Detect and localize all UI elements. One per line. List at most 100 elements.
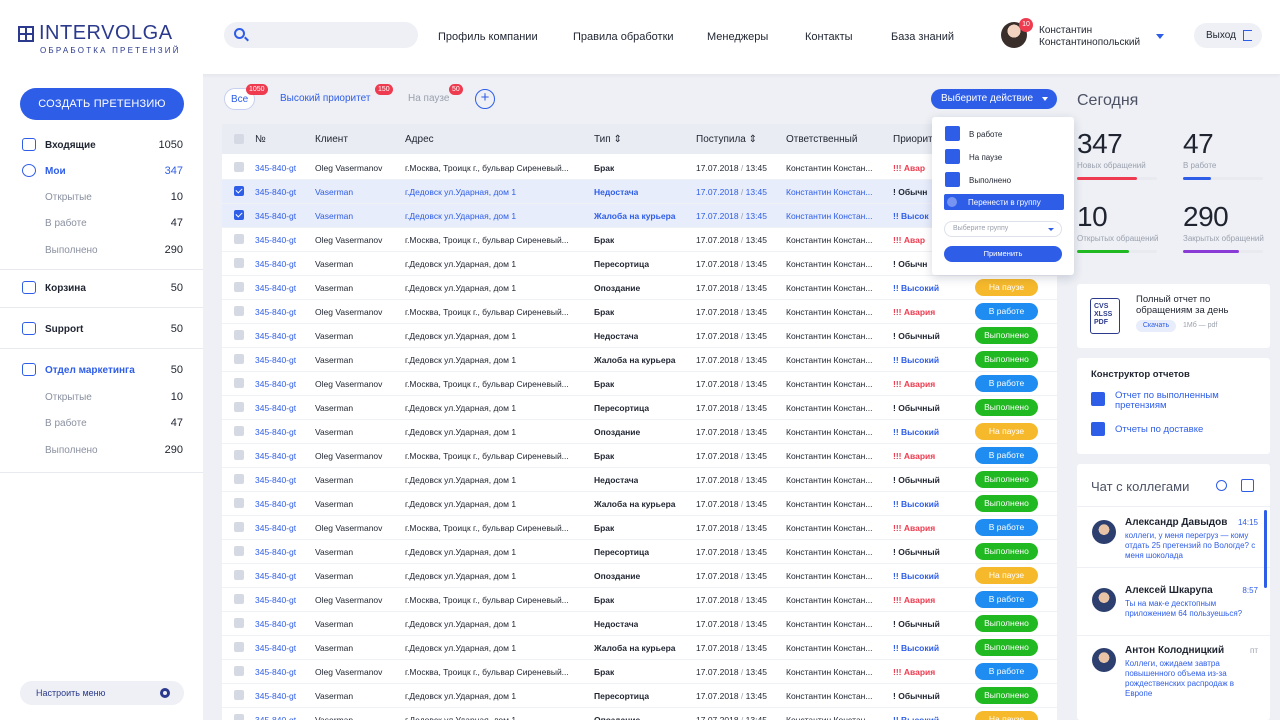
claim-number[interactable]: 345-840-gt [255, 355, 297, 365]
claim-number[interactable]: 345-840-gt [255, 235, 297, 245]
claim-number[interactable]: 345-840-gt [255, 331, 297, 341]
row-checkbox[interactable] [234, 210, 244, 220]
row-checkbox[interactable] [234, 234, 244, 244]
add-filter-button[interactable]: + [475, 89, 495, 109]
sidebar-item-inbox[interactable]: Входящие 1050 [0, 136, 203, 156]
status-badge[interactable]: В работе [975, 303, 1038, 320]
customize-menu-button[interactable]: Настроить меню [20, 681, 184, 705]
col-type[interactable]: Тип ⇕ [594, 134, 622, 145]
table-row[interactable]: 345-840-gt Vaserman г.Дедовск ул.Ударная, … [222, 492, 1057, 516]
col-number[interactable]: № [255, 134, 266, 145]
table-row[interactable]: 345-840-gt Vaserman г.Дедовск ул.Ударная, … [222, 348, 1057, 372]
sidebar-item-mine-done[interactable]: Выполнено 290 [45, 244, 183, 256]
nav-knowledge-base[interactable]: База знаний [891, 31, 955, 43]
status-badge[interactable]: Выполнено [975, 543, 1038, 560]
table-row[interactable]: 345-840-gt Vaserman г.Дедовск ул.Ударная, … [222, 204, 1057, 228]
constructor-item-done-report[interactable]: Отчет по выполненным претензиям [1091, 391, 1269, 413]
nav-company-profile[interactable]: Профиль компании [438, 31, 538, 43]
status-badge[interactable]: На паузе [975, 567, 1038, 584]
table-row[interactable]: 345-840-gt Vaserman г.Дедовск ул.Ударная, … [222, 708, 1057, 720]
row-checkbox[interactable] [234, 666, 244, 676]
table-row[interactable]: 345-840-gt Vaserman г.Дедовск ул.Ударная, … [222, 396, 1057, 420]
claim-number[interactable]: 345-840-gt [255, 379, 297, 389]
col-responsible[interactable]: Ответственный [786, 134, 858, 145]
table-row[interactable]: 345-840-gt Vaserman г.Дедовск ул.Ударная, … [222, 180, 1057, 204]
row-checkbox[interactable] [234, 714, 244, 720]
sidebar-item-trash[interactable]: Корзина 50 [0, 279, 203, 299]
claim-number[interactable]: 345-840-gt [255, 259, 297, 269]
table-row[interactable]: 345-840-gt Oleg Vasermanov г.Москва, Троиц… [222, 588, 1057, 612]
claim-number[interactable]: 345-840-gt [255, 667, 297, 677]
sidebar-item-marketing-open[interactable]: Открытые 10 [45, 391, 183, 403]
claim-number[interactable]: 345-840-gt [255, 475, 297, 485]
chat-scrollbar[interactable] [1264, 510, 1267, 588]
create-claim-button[interactable]: СОЗДАТЬ ПРЕТЕНЗИЮ [20, 88, 184, 120]
row-checkbox[interactable] [234, 426, 244, 436]
row-checkbox[interactable] [234, 186, 244, 196]
table-row[interactable]: 345-840-gt Vaserman г.Дедовск ул.Ударная, … [222, 252, 1057, 276]
claim-number[interactable]: 345-840-gt [255, 451, 297, 461]
status-badge[interactable]: В работе [975, 375, 1038, 392]
action-move-to-group[interactable]: Перенести в группу [944, 194, 1064, 210]
row-checkbox[interactable] [234, 402, 244, 412]
claim-number[interactable]: 345-840-gt [255, 715, 297, 720]
row-checkbox[interactable] [234, 570, 244, 580]
row-checkbox[interactable] [234, 690, 244, 700]
search-icon[interactable] [1216, 480, 1227, 491]
col-address[interactable]: Адрес [405, 134, 434, 145]
table-row[interactable]: 345-840-gt Vaserman г.Дедовск ул.Ударная, … [222, 636, 1057, 660]
claim-number[interactable]: 345-840-gt [255, 307, 297, 317]
action-done[interactable]: Выполнено [945, 172, 1065, 188]
col-received[interactable]: Поступила ⇕ [696, 134, 758, 145]
search-input[interactable] [224, 22, 418, 48]
row-checkbox[interactable] [234, 618, 244, 628]
row-checkbox[interactable] [234, 594, 244, 604]
claim-number[interactable]: 345-840-gt [255, 187, 297, 197]
row-checkbox[interactable] [234, 474, 244, 484]
table-row[interactable]: 345-840-gt Vaserman г.Дедовск ул.Ударная, … [222, 564, 1057, 588]
status-badge[interactable]: В работе [975, 591, 1038, 608]
status-badge[interactable]: На паузе [975, 423, 1038, 440]
apply-button[interactable]: Применить [944, 246, 1062, 262]
table-row[interactable]: 345-840-gt Oleg Vasermanov г.Москва, Троиц… [222, 660, 1057, 684]
status-badge[interactable]: Выполнено [975, 639, 1038, 656]
claim-number[interactable]: 345-840-gt [255, 427, 297, 437]
sidebar-item-marketing[interactable]: Отдел маркетинга 50 [0, 361, 203, 381]
table-row[interactable]: 345-840-gt Vaserman г.Дедовск ул.Ударная, … [222, 468, 1057, 492]
table-row[interactable]: 345-840-gt Vaserman г.Дедовск ул.Ударная, … [222, 276, 1057, 300]
status-badge[interactable]: На паузе [975, 711, 1038, 720]
chat-message[interactable]: Алексей Шкарупа 8:57 Ты на мак-е десктопны… [1077, 578, 1270, 636]
choose-action-dropdown[interactable]: Выберите действие [931, 89, 1057, 109]
sidebar-item-mine-in-progress[interactable]: В работе 47 [45, 217, 183, 229]
claim-number[interactable]: 345-840-gt [255, 571, 297, 581]
action-in-progress[interactable]: В работе [945, 126, 1065, 142]
compose-icon[interactable] [1241, 479, 1254, 492]
status-badge[interactable]: Выполнено [975, 495, 1038, 512]
status-badge[interactable]: На паузе [975, 279, 1038, 296]
claim-number[interactable]: 345-840-gt [255, 499, 297, 509]
table-row[interactable]: 345-840-gt Oleg Vasermanov г.Москва, Троиц… [222, 300, 1057, 324]
status-badge[interactable]: В работе [975, 663, 1038, 680]
claim-number[interactable]: 345-840-gt [255, 211, 297, 221]
filter-paused[interactable]: На паузе [408, 88, 449, 110]
status-badge[interactable]: В работе [975, 519, 1038, 536]
row-checkbox[interactable] [234, 330, 244, 340]
status-badge[interactable]: Выполнено [975, 471, 1038, 488]
claim-number[interactable]: 345-840-gt [255, 523, 297, 533]
status-badge[interactable]: Выполнено [975, 615, 1038, 632]
table-row[interactable]: 345-840-gt Oleg Vasermanov г.Москва, Троиц… [222, 156, 1057, 180]
nav-contacts[interactable]: Контакты [805, 31, 853, 43]
claim-number[interactable]: 345-840-gt [255, 163, 297, 173]
claim-number[interactable]: 345-840-gt [255, 619, 297, 629]
status-badge[interactable]: Выполнено [975, 399, 1038, 416]
table-row[interactable]: 345-840-gt Vaserman г.Дедовск ул.Ударная, … [222, 684, 1057, 708]
row-checkbox[interactable] [234, 258, 244, 268]
row-checkbox[interactable] [234, 354, 244, 364]
action-pause[interactable]: На паузе [945, 149, 1065, 165]
col-priority[interactable]: Приорит [893, 134, 933, 145]
status-badge[interactable]: Выполнено [975, 687, 1038, 704]
table-row[interactable]: 345-840-gt Vaserman г.Дедовск ул.Ударная, … [222, 420, 1057, 444]
claim-number[interactable]: 345-840-gt [255, 691, 297, 701]
claim-number[interactable]: 345-840-gt [255, 643, 297, 653]
select-all-checkbox[interactable] [234, 134, 244, 144]
